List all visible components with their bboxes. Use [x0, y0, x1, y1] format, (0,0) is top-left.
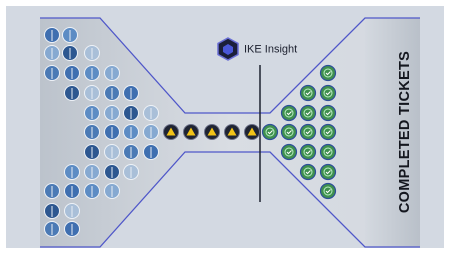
ticket-complete — [321, 165, 336, 180]
ticket-complete — [321, 125, 336, 140]
ticket-complete — [282, 145, 297, 160]
diagram: IKE Insight COMPLETED TICKETS — [0, 0, 450, 254]
ticket-complete — [321, 184, 336, 199]
ticket-complete — [301, 125, 316, 140]
ticket-complete — [321, 86, 336, 101]
ticket-complete — [321, 106, 336, 121]
logo-label: IKE Insight — [244, 43, 297, 55]
ticket-complete — [282, 106, 297, 121]
ticket-complete — [263, 125, 278, 140]
ticket-complete — [282, 125, 297, 140]
ticket-complete — [301, 106, 316, 121]
sidebar-label: COMPLETED TICKETS — [397, 51, 413, 213]
ticket-complete — [321, 66, 336, 81]
ticket-complete — [301, 165, 316, 180]
ticket-complete — [301, 86, 316, 101]
ticket-complete — [321, 145, 336, 160]
ticket-complete — [301, 145, 316, 160]
